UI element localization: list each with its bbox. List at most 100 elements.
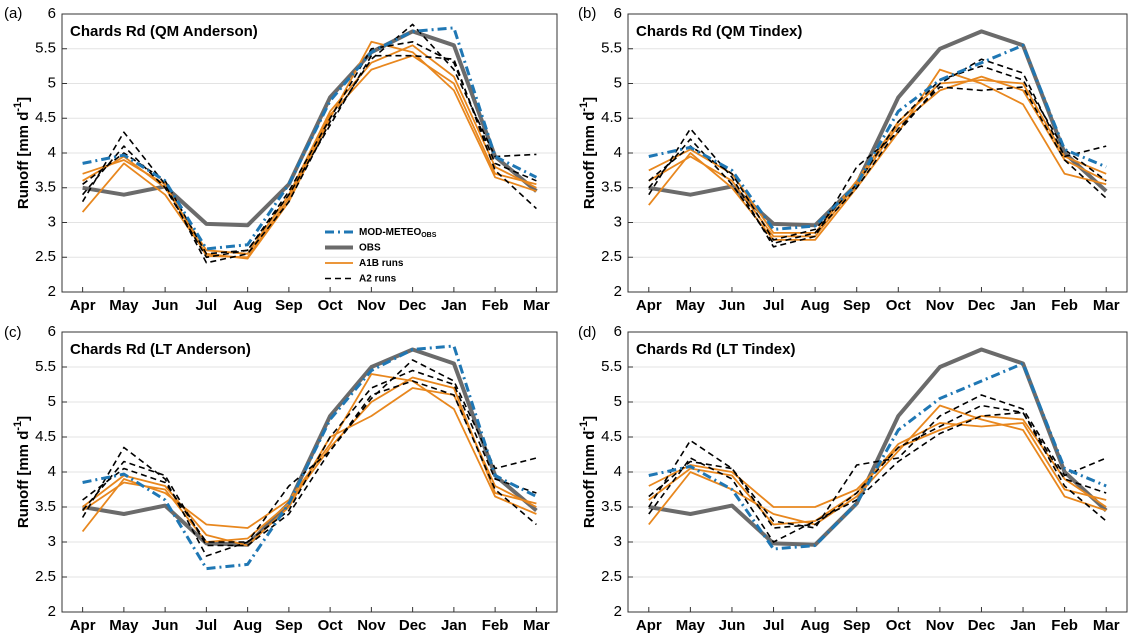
panel-label: (d): [578, 324, 596, 341]
series-line: [82, 29, 538, 228]
plot-frame: [627, 331, 1128, 613]
x-tick-label: May: [676, 617, 706, 634]
x-tick-label: Apr: [70, 617, 96, 634]
legend-name: MOD-METEO: [359, 227, 421, 238]
y-tick-label: 2: [614, 283, 622, 300]
series-line: [82, 344, 538, 571]
plot-frame: [61, 13, 558, 293]
y-tick-label: 3.5: [601, 179, 622, 196]
y-axis-label-end: ]: [581, 416, 598, 421]
x-tick-label: Jan: [441, 617, 467, 634]
x-tick-label: Jun: [152, 617, 179, 634]
x-tick-label: Feb: [482, 297, 509, 314]
y-axis-label-end: ]: [15, 416, 32, 421]
y-tick-label: 5.5: [601, 40, 622, 57]
y-axis-label-main: Runoff [mm d: [581, 431, 598, 528]
x-tick-label: Sep: [275, 297, 303, 314]
y-tick-label: 6: [614, 5, 622, 22]
y-axis-label: Runoff [mm d-1]: [12, 416, 32, 528]
y-tick-label: 2: [614, 603, 622, 620]
y-tick-label: 4: [48, 463, 56, 480]
y-axis-label-main: Runoff [mm d: [15, 112, 32, 209]
x-tick-label: Jul: [763, 297, 785, 314]
y-tick-label: 6: [48, 5, 56, 22]
y-tick-label: 6: [614, 323, 622, 340]
plot-frame: [627, 13, 1128, 293]
legend-name: A1B runs: [359, 258, 404, 269]
y-tick-label: 4: [48, 144, 56, 161]
series-line: [82, 369, 537, 543]
x-tick-label: Oct: [318, 297, 343, 314]
x-tick-label: Nov: [357, 297, 386, 314]
series-line: [648, 65, 1107, 241]
x-tick-label: Apr: [636, 617, 662, 634]
y-tick-label: 5: [48, 393, 56, 410]
y-tick-label: 5.5: [35, 358, 56, 375]
x-tick-label: Jan: [1010, 617, 1036, 634]
x-tick-label: Dec: [399, 617, 427, 634]
x-tick-label: May: [109, 297, 139, 314]
y-tick-label: 4.5: [35, 428, 56, 445]
x-tick-label: Mar: [523, 617, 550, 634]
x-tick-label: Oct: [318, 617, 343, 634]
x-tick-label: Mar: [1093, 617, 1120, 634]
y-tick-label: 5: [614, 74, 622, 91]
y-tick-label: 5: [614, 393, 622, 410]
y-tick-label: 2: [48, 603, 56, 620]
plot-frame: [61, 331, 558, 613]
y-tick-label: 6: [48, 323, 56, 340]
legend-label: A1B runs: [359, 258, 404, 269]
y-tick-label: 3: [48, 213, 56, 230]
series-line: [648, 43, 1107, 231]
x-tick-label: Feb: [482, 617, 509, 634]
x-tick-label: Feb: [1051, 297, 1078, 314]
series-line: [82, 347, 538, 547]
x-tick-label: Aug: [233, 297, 262, 314]
x-tick-label: Sep: [843, 617, 871, 634]
series-line: [81, 23, 537, 264]
y-tick-label: 3: [614, 533, 622, 550]
x-tick-label: Apr: [70, 297, 96, 314]
x-tick-label: Jan: [1010, 297, 1036, 314]
series-line: [648, 362, 1107, 551]
chart-title: Chards Rd (QM Tindex): [636, 23, 802, 40]
x-tick-label: Jul: [196, 617, 218, 634]
x-tick-label: Aug: [801, 617, 830, 634]
y-axis-label: Runoff [mm d-1]: [578, 416, 598, 528]
y-tick-label: 2.5: [601, 568, 622, 585]
series-line: [81, 380, 537, 547]
x-tick-label: May: [109, 617, 139, 634]
y-axis-label: Runoff [mm d-1]: [578, 97, 598, 209]
panel-label: (c): [4, 324, 22, 341]
x-tick-label: Dec: [399, 297, 427, 314]
x-tick-label: Jun: [719, 297, 746, 314]
legend-name: OBS: [359, 242, 381, 253]
y-tick-label: 2.5: [601, 248, 622, 265]
x-tick-label: Oct: [886, 297, 911, 314]
x-tick-label: Nov: [926, 297, 955, 314]
x-tick-label: Feb: [1051, 617, 1078, 634]
y-axis-label-main: Runoff [mm d: [581, 112, 598, 209]
y-tick-label: 2: [48, 283, 56, 300]
x-tick-label: Jun: [719, 617, 746, 634]
x-tick-label: Mar: [523, 297, 550, 314]
panel-label: (a): [4, 5, 22, 22]
series-line: [82, 44, 537, 255]
y-tick-label: 4.5: [601, 109, 622, 126]
x-tick-label: May: [676, 297, 706, 314]
y-tick-label: 3: [48, 533, 56, 550]
y-axis-label: Runoff [mm d-1]: [12, 97, 32, 209]
chart-title: Chards Rd (QM Anderson): [70, 23, 258, 40]
chart-title: Chards Rd (LT Tindex): [636, 341, 795, 358]
series-line: [648, 394, 1107, 529]
y-axis-label-sup: -1: [578, 102, 590, 112]
x-tick-label: Jul: [196, 297, 218, 314]
panel-label: (b): [578, 5, 596, 22]
y-tick-label: 5: [48, 74, 56, 91]
series-line: [648, 68, 1107, 241]
x-tick-label: Dec: [968, 617, 996, 634]
y-tick-label: 5.5: [601, 358, 622, 375]
series-line: [648, 75, 1107, 238]
y-tick-label: 3.5: [35, 498, 56, 515]
